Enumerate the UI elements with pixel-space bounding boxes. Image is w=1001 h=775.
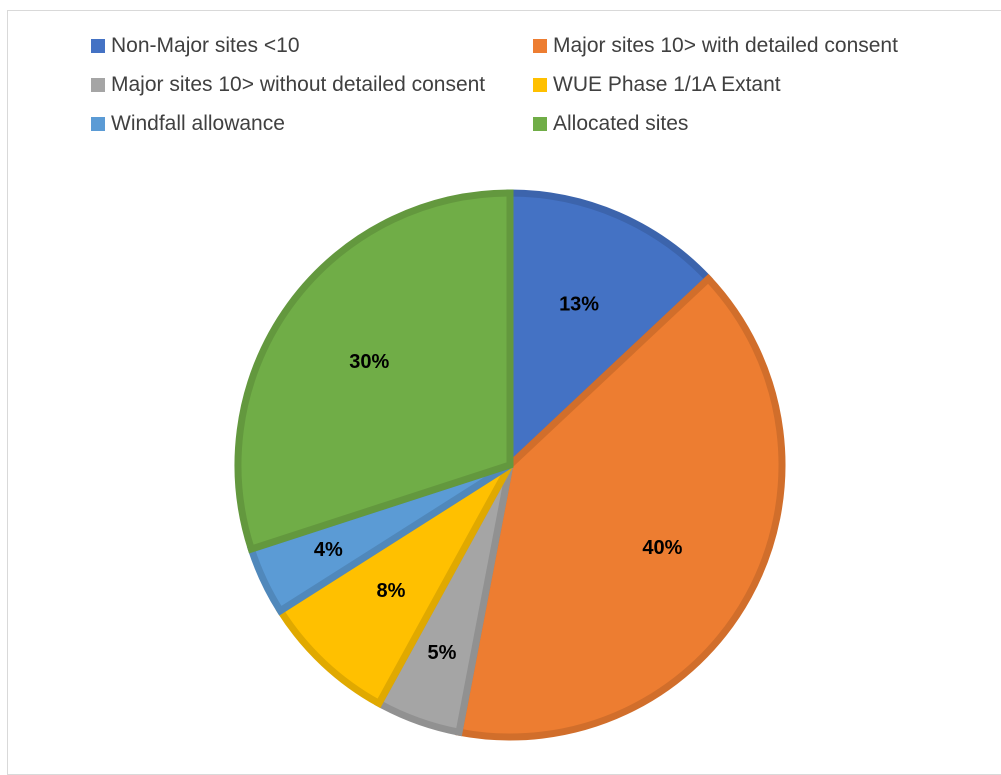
legend-label: Non-Major sites <10 [111,33,300,57]
legend-label: Windfall allowance [111,111,285,135]
legend-swatch [91,116,105,131]
legend-item: Major sites 10> without detailed consent [91,71,533,98]
pie-slices [234,189,786,741]
legend-item: Windfall allowance [91,110,533,137]
legend-label: WUE Phase 1/1A Extant [553,72,781,96]
legend-swatch [533,116,547,131]
legend-item: Major sites 10> with detailed consent [533,32,951,59]
pie-slice [275,462,514,709]
legend-item: Allocated sites [533,110,951,137]
legend-swatch [91,38,105,53]
legend-label: Major sites 10> with detailed consent [553,33,898,57]
legend-swatch [533,77,547,92]
chart-legend: Non-Major sites <10 Major sites 10> with… [91,32,951,137]
data-label: 4% [314,539,343,561]
data-labels: 13% 40% 5% 8% 4% 30% [314,294,683,665]
legend-item: WUE Phase 1/1A Extant [533,71,951,98]
pie-slice [234,189,514,554]
pie-slice [454,273,786,741]
data-label: 5% [428,642,457,664]
legend-label: Major sites 10> without detailed consent [111,72,486,96]
data-label: 40% [642,537,682,559]
legend-label: Allocated sites [553,111,689,135]
legend-swatch [533,38,547,53]
data-label: 13% [559,294,599,316]
legend-item: Non-Major sites <10 [91,32,533,59]
data-label: 8% [376,580,405,602]
pie-slice [506,189,714,474]
legend-swatch [91,77,105,92]
data-label: 30% [349,351,389,373]
